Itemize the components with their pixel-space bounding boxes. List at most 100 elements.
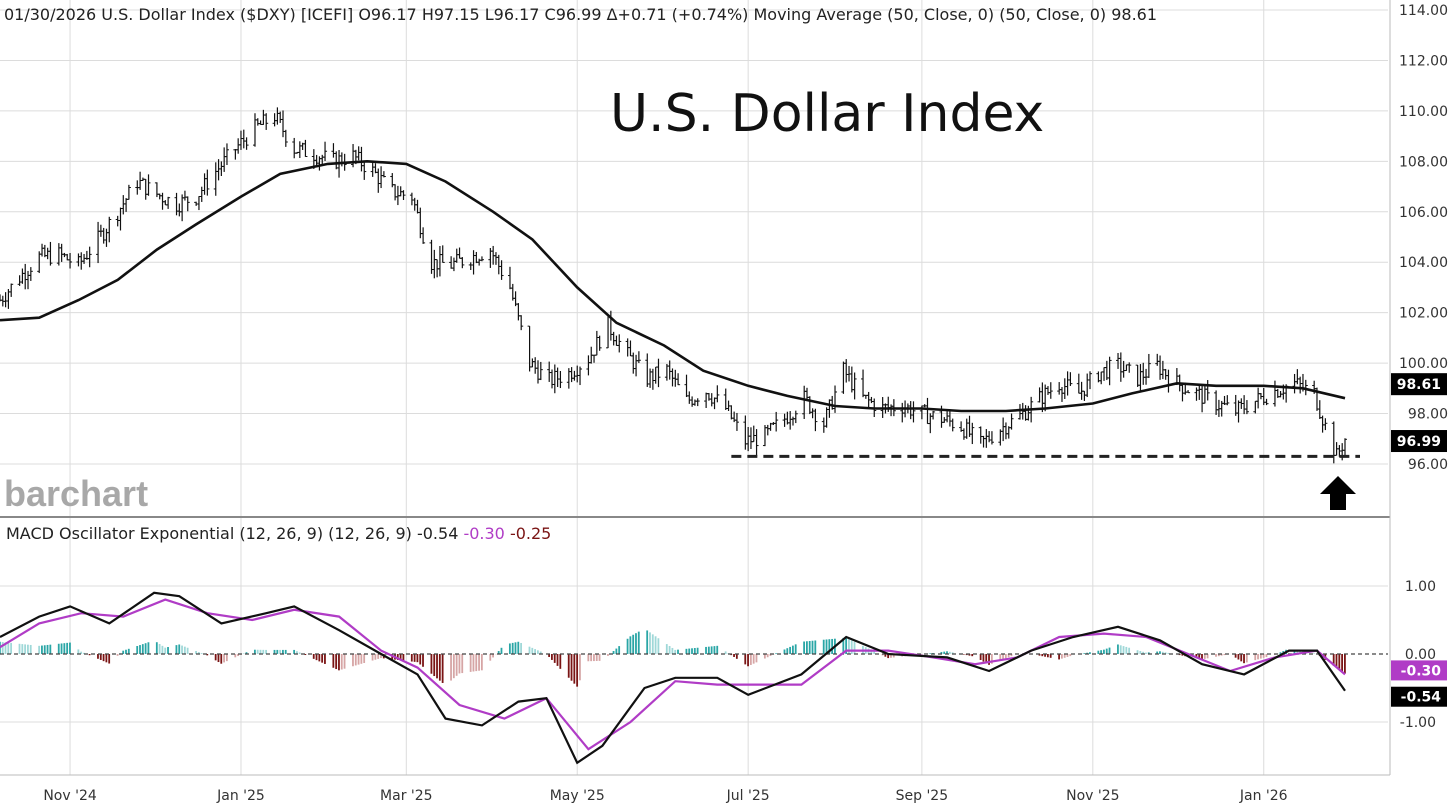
- macd-histogram-bar: [1245, 654, 1248, 663]
- macd-histogram-bar: [665, 644, 668, 654]
- macd-histogram-bar: [80, 651, 83, 654]
- macd-histogram-bar: [1344, 654, 1346, 674]
- macd-histogram-bar: [570, 654, 573, 681]
- macd-histogram-bar: [430, 654, 433, 674]
- macd-histogram-bar: [60, 643, 63, 654]
- macd-histogram-bar: [693, 648, 696, 654]
- macd-histogram-bar: [475, 654, 478, 672]
- macd-histogram-bar: [49, 644, 52, 654]
- macd-histogram-bar: [175, 645, 178, 654]
- macd-histogram-bar: [155, 642, 158, 654]
- macd-histogram-bar: [4, 642, 7, 654]
- macd-histogram-bar: [626, 638, 629, 654]
- macd-histogram-bar: [691, 648, 693, 654]
- x-tick-label: May '25: [550, 788, 605, 804]
- macd-histogram-bar: [943, 651, 946, 654]
- macd-histogram-bar: [794, 644, 797, 654]
- macd-histogram-bar: [413, 654, 416, 662]
- macd-histogram-bar: [105, 654, 108, 663]
- macd-histogram-bar: [814, 640, 817, 654]
- macd-histogram-bar: [186, 647, 189, 654]
- macd-histogram-bar: [357, 654, 360, 665]
- macd-histogram-bar: [1201, 654, 1203, 660]
- macd-histogram-bar: [265, 649, 267, 654]
- macd-histogram-bar: [273, 649, 276, 654]
- macd-histogram-bar: [338, 654, 340, 671]
- price-tag-close: 96.99: [1391, 430, 1447, 453]
- macd-histogram-bar: [88, 654, 91, 656]
- macd-histogram-bar: [181, 645, 183, 654]
- macd-histogram-bar: [380, 654, 382, 659]
- macd-histogram-bar: [671, 647, 674, 654]
- x-tick-label: Jan '26: [1239, 788, 1288, 804]
- macd-histogram-bar: [752, 654, 755, 664]
- macd-histogram-bar: [674, 649, 677, 654]
- macd-histogram-bar: [1007, 654, 1010, 658]
- macd-histogram-bar: [1254, 654, 1257, 661]
- macd-histogram-bar: [478, 654, 480, 671]
- macd-histogram-bar: [654, 636, 657, 654]
- macd-histogram-bar: [396, 654, 399, 660]
- macd-histogram-bar: [1049, 654, 1052, 658]
- macd-histogram-bar: [66, 642, 69, 654]
- ma50-line: [0, 159, 1346, 413]
- macd-histogram-bar: [164, 647, 167, 654]
- macd-histogram-bar: [1063, 654, 1066, 658]
- macd-histogram-bar: [97, 654, 99, 659]
- chart-title: U.S. Dollar Index: [610, 84, 1044, 144]
- macd-histogram-bar: [296, 651, 298, 654]
- macd-histogram-bar: [438, 654, 441, 681]
- macd-histogram-bar: [262, 649, 265, 654]
- x-tick-label: Sep '25: [896, 788, 949, 804]
- macd-histogram-bar: [946, 651, 948, 654]
- macd-histogram-bar: [340, 654, 343, 670]
- price-y-tick: 110.00: [1399, 104, 1448, 120]
- macd-histogram-bar: [77, 649, 80, 654]
- x-axis: Nov '24 Jan '25 Mar '25 May '25 Jul '25 Sep '…: [43, 788, 1287, 804]
- macd-tag-signal: -0.30: [1391, 660, 1447, 681]
- macd-histogram-bar: [1338, 654, 1341, 670]
- macd-histogram-bar: [293, 649, 296, 654]
- macd-histogram-bar: [125, 649, 127, 654]
- macd-histogram-bar: [828, 639, 831, 654]
- macd-histogram-bar: [27, 644, 29, 654]
- macd-histogram-bar: [200, 653, 203, 654]
- macd-histogram-bar: [256, 649, 259, 654]
- macd-histogram-bar: [696, 647, 699, 654]
- macd-header-signal: -0.30: [463, 524, 504, 543]
- macd-histogram-bar: [1122, 646, 1125, 654]
- macd-histogram-bar: [707, 646, 710, 654]
- macd-histogram-bar: [806, 641, 808, 654]
- macd-histogram-bar: [892, 654, 895, 658]
- macd-histogram-bar: [595, 654, 598, 661]
- macd-histogram-bar: [1234, 654, 1237, 658]
- macd-line: [0, 591, 1346, 765]
- macd-histogram-bar: [469, 654, 472, 672]
- macd-histogram-bar: [472, 654, 475, 672]
- macd-histogram-bar: [579, 654, 581, 681]
- macd-histogram-bar: [971, 654, 974, 657]
- macd-histogram-bar: [520, 642, 522, 654]
- macd-histogram-bar: [598, 654, 601, 661]
- macd-histogram-bar: [705, 646, 707, 654]
- macd-histogram-bar: [7, 642, 10, 654]
- macd-histogram-bar: [1105, 648, 1108, 654]
- macd-histogram-bar: [1217, 654, 1220, 657]
- macd-histogram-bar: [1103, 649, 1105, 654]
- macd-histogram-bar: [1060, 654, 1063, 659]
- macd-histogram-bar: [822, 639, 825, 654]
- macd-histogram-bar: [808, 640, 811, 654]
- macd-histogram-bar: [144, 643, 147, 654]
- macd-histogram-bar: [576, 654, 579, 687]
- macd-histogram-bar: [842, 637, 845, 654]
- price-y-tick: 102.00: [1399, 306, 1448, 322]
- macd-histogram-bar: [352, 654, 354, 667]
- macd-histogram-bar: [324, 654, 326, 664]
- macd-histogram-bar: [234, 654, 237, 658]
- price-y-tick: 108.00: [1399, 154, 1448, 170]
- price-header: 01/30/2026 U.S. Dollar Index ($DXY) [ICE…: [4, 5, 1157, 24]
- macd-histogram-bar: [766, 654, 769, 658]
- macd-histogram-bar: [979, 654, 982, 660]
- macd-histogram-bar: [335, 654, 338, 670]
